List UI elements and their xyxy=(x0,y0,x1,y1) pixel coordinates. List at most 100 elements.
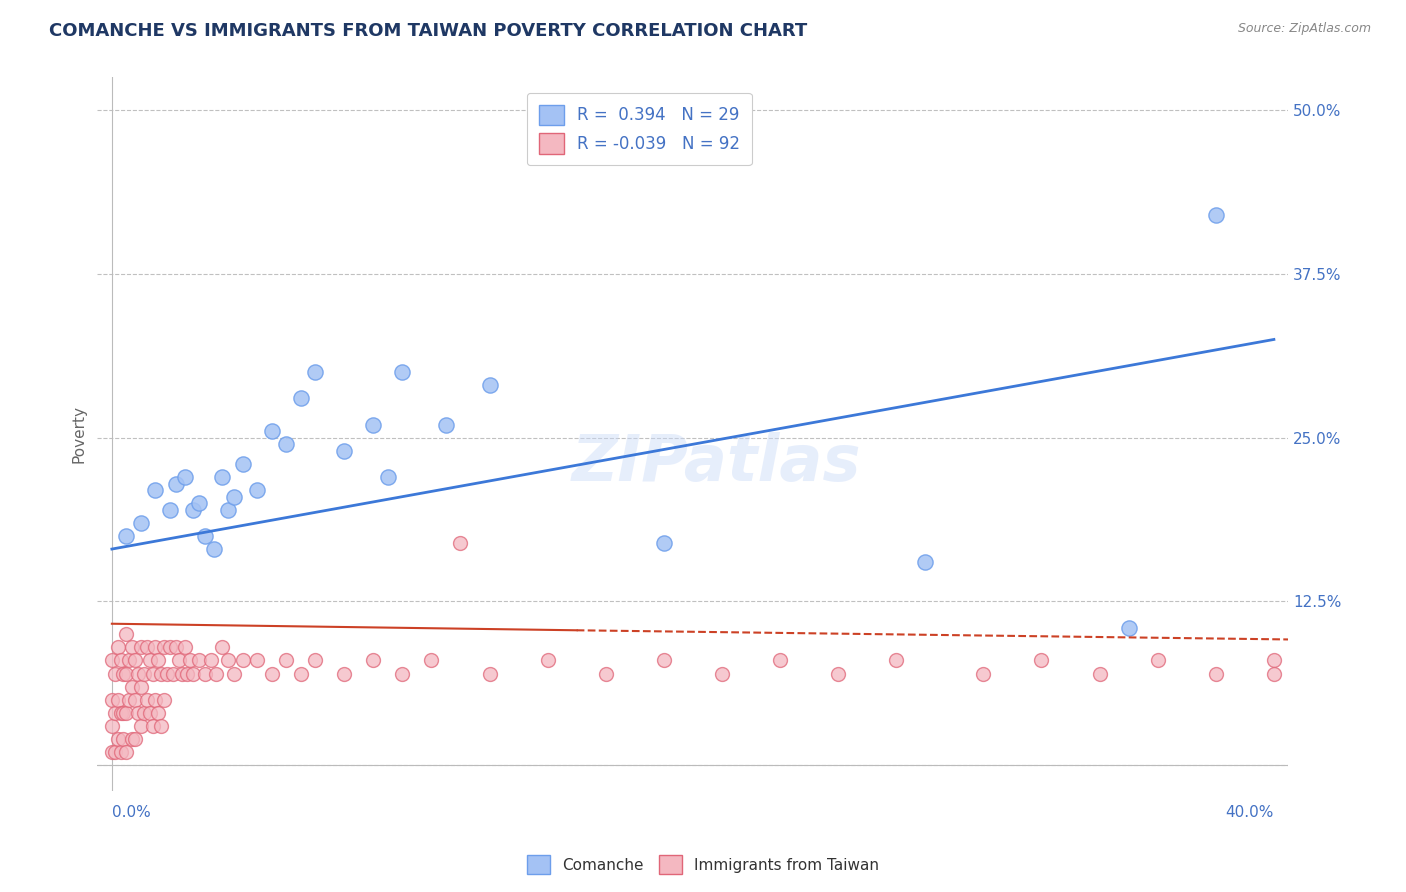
Point xyxy=(124,731,146,746)
Text: 0.0%: 0.0% xyxy=(112,805,150,820)
Legend: Comanche, Immigrants from Taiwan: Comanche, Immigrants from Taiwan xyxy=(520,849,886,880)
Point xyxy=(1088,666,1111,681)
Point xyxy=(148,653,170,667)
Point xyxy=(434,417,457,432)
Point xyxy=(290,392,312,406)
Point xyxy=(652,653,675,667)
Point xyxy=(127,666,149,681)
Point xyxy=(276,437,298,451)
Point xyxy=(115,627,138,641)
Point xyxy=(150,719,173,733)
Point xyxy=(181,502,204,516)
Point xyxy=(121,731,143,746)
Point xyxy=(141,666,163,681)
Point xyxy=(333,443,356,458)
Point xyxy=(211,470,233,484)
Point xyxy=(205,666,228,681)
Point xyxy=(478,666,501,681)
Point xyxy=(217,653,239,667)
Text: ZIPatlas: ZIPatlas xyxy=(572,432,862,494)
Point xyxy=(188,496,211,510)
Point xyxy=(246,653,269,667)
Legend: R =  0.394   N = 29, R = -0.039   N = 92: R = 0.394 N = 29, R = -0.039 N = 92 xyxy=(527,93,752,165)
Point xyxy=(363,417,385,432)
Point xyxy=(595,666,617,681)
Point xyxy=(132,706,155,720)
Point xyxy=(156,666,179,681)
Point xyxy=(101,653,124,667)
Point xyxy=(104,745,127,759)
Point xyxy=(304,365,326,379)
Point xyxy=(194,666,217,681)
Point xyxy=(145,640,167,655)
Point xyxy=(124,692,146,706)
Text: Source: ZipAtlas.com: Source: ZipAtlas.com xyxy=(1237,22,1371,36)
Point xyxy=(232,457,254,471)
Point xyxy=(1205,208,1227,222)
Point xyxy=(1146,653,1168,667)
Point xyxy=(176,666,198,681)
Point xyxy=(145,483,167,497)
Point xyxy=(222,490,245,504)
Point xyxy=(232,653,254,667)
Text: 40.0%: 40.0% xyxy=(1226,805,1274,820)
Point xyxy=(179,653,201,667)
Point xyxy=(420,653,443,667)
Point xyxy=(333,666,356,681)
Point xyxy=(129,516,152,530)
Point xyxy=(127,706,149,720)
Point xyxy=(138,653,160,667)
Point xyxy=(1031,653,1053,667)
Point xyxy=(652,535,675,549)
Point xyxy=(159,502,181,516)
Point xyxy=(217,502,239,516)
Point xyxy=(115,666,138,681)
Point xyxy=(536,653,558,667)
Point xyxy=(377,470,399,484)
Point xyxy=(884,653,907,667)
Point xyxy=(135,692,157,706)
Point xyxy=(167,653,190,667)
Point xyxy=(202,542,225,557)
Point xyxy=(478,378,501,392)
Point xyxy=(165,476,187,491)
Point xyxy=(129,680,152,694)
Point xyxy=(121,680,143,694)
Point xyxy=(153,640,176,655)
Point xyxy=(769,653,792,667)
Point xyxy=(118,653,141,667)
Point xyxy=(148,706,170,720)
Point xyxy=(170,666,193,681)
Point xyxy=(194,529,217,543)
Point xyxy=(115,706,138,720)
Point xyxy=(276,653,298,667)
Point xyxy=(391,666,413,681)
Point xyxy=(162,666,184,681)
Point xyxy=(1263,666,1285,681)
Point xyxy=(260,666,283,681)
Point xyxy=(363,653,385,667)
Point xyxy=(107,731,129,746)
Point xyxy=(159,640,181,655)
Point xyxy=(246,483,269,497)
Point xyxy=(710,666,733,681)
Y-axis label: Poverty: Poverty xyxy=(72,406,86,464)
Point xyxy=(391,365,413,379)
Point xyxy=(110,706,132,720)
Point xyxy=(914,555,936,569)
Point xyxy=(112,706,135,720)
Point xyxy=(1263,653,1285,667)
Point xyxy=(827,666,849,681)
Point xyxy=(104,666,127,681)
Point xyxy=(165,640,187,655)
Point xyxy=(972,666,994,681)
Point xyxy=(118,692,141,706)
Point xyxy=(101,719,124,733)
Point xyxy=(129,719,152,733)
Point xyxy=(145,692,167,706)
Point xyxy=(107,692,129,706)
Point xyxy=(153,692,176,706)
Point xyxy=(260,424,283,438)
Point xyxy=(200,653,222,667)
Point xyxy=(138,706,160,720)
